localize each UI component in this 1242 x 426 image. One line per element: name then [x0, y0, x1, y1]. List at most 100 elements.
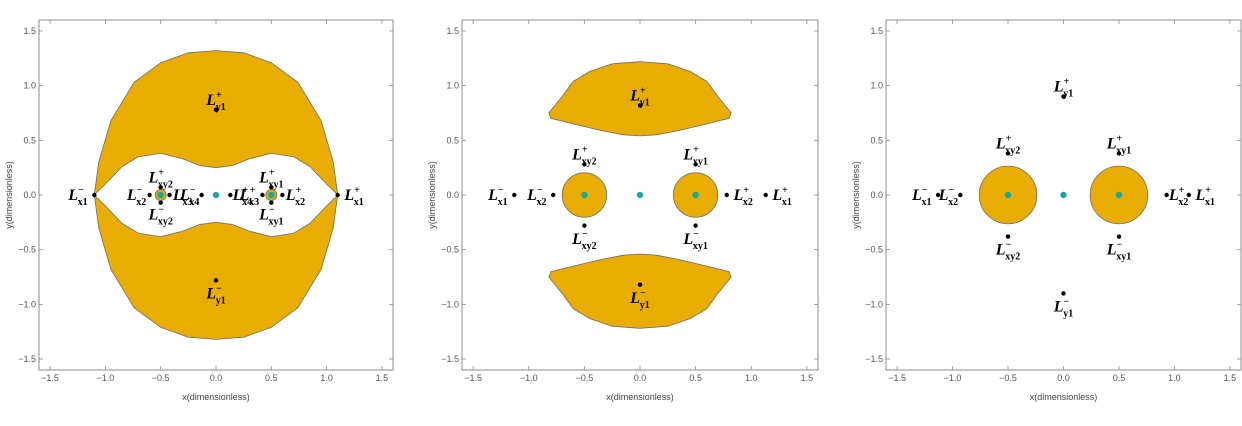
lagrange-point-label: L+ x2: [1168, 185, 1188, 208]
lagrange-point-marker: [1005, 151, 1011, 156]
lagrange-point-label: L− x1: [487, 185, 507, 208]
lagrange-point-label: L+ x1: [343, 185, 363, 208]
lagrange-point-label: L+ x1: [1195, 185, 1215, 208]
lagrange-point-marker: [763, 192, 768, 198]
y-axis-title: y(dimensionless): [851, 161, 861, 229]
y-tick-label: 0.5: [23, 135, 36, 145]
x-tick-label: −1.5: [464, 373, 482, 383]
y-tick-label: 1.0: [870, 81, 883, 91]
lagrange-point-label: L− xy1: [1106, 240, 1131, 263]
primary-body-marker: [268, 191, 275, 199]
y-tick-label: 1.0: [446, 81, 459, 91]
lagrange-point-label: L+ xy2: [995, 134, 1020, 157]
x-tick-label: −0.5: [999, 373, 1017, 383]
y-axis-title: y(dimensionless): [427, 161, 437, 229]
lagrange-point-marker: [228, 192, 233, 198]
lagrange-point-marker: [582, 223, 587, 228]
lagrange-point-label: L− x3: [172, 185, 192, 208]
lagrange-point-label: L+ y1: [629, 85, 649, 108]
x-tick-label: −1.0: [944, 373, 962, 383]
chart-panel-3: −1.5 −1.0 −0.5 0.0 0.5 1.0 1.5 −1.5 −1.0 −0.5 0.0 0…: [851, 19, 1242, 402]
lagrange-point-label: L− x2: [526, 185, 546, 208]
primary-body-marker: [212, 191, 220, 199]
x-tick-label: −1.5: [41, 373, 59, 383]
lagrange-point-label: L− x2: [126, 185, 146, 208]
lagrange-point-label: L− xy2: [571, 229, 596, 252]
lagrange-point-label: L− x2: [938, 185, 958, 208]
y-tick-label: 1.5: [23, 26, 36, 36]
lagrange-point-marker: [1061, 94, 1066, 99]
lagrange-point-marker: [147, 192, 152, 198]
lagrange-point-marker: [92, 192, 97, 198]
lagrange-point-marker: [213, 107, 219, 112]
x-tick-label: 0.5: [265, 373, 278, 383]
lagrange-point-marker: [935, 192, 941, 198]
lagrange-point-label: L+ x2: [285, 185, 305, 208]
lagrange-point-marker: [637, 282, 643, 287]
chart-panel-1: −1.5 −1.0 −0.5 0.0 0.5 1.0 1.5 −1.5 −1.0 −0.5 0.0 0…: [4, 19, 394, 402]
x-tick-label: 0.5: [689, 373, 702, 383]
lagrange-point-marker: [269, 200, 274, 205]
y-tick-label: −1.5: [865, 354, 883, 364]
y-tick-label: −1.0: [441, 299, 459, 309]
lagrange-point-label: L+ y1: [1053, 77, 1073, 100]
primary-body-marker: [1060, 191, 1067, 199]
lagrange-point-label: L+ xy1: [258, 168, 283, 191]
primary-body-marker: [581, 191, 588, 199]
x-tick-label: 0.0: [210, 373, 223, 383]
lagrange-point-marker: [213, 278, 219, 283]
x-tick-label: 1.0: [745, 373, 758, 383]
lagrange-point-marker: [512, 192, 517, 198]
y-tick-label: 1.5: [446, 26, 459, 36]
x-tick-label: −0.5: [152, 373, 170, 383]
y-tick-label: −1.5: [441, 354, 459, 364]
y-tick-label: 1.5: [870, 26, 883, 36]
lagrange-point-marker: [269, 185, 274, 190]
y-tick-label: 1.0: [23, 81, 36, 91]
lagrange-point-label: L− xy2: [995, 240, 1020, 263]
y-tick-label: −1.5: [18, 354, 36, 364]
lagrange-point-label: L− y1: [205, 283, 225, 306]
lagrange-point-label: L+ xy2: [571, 145, 596, 168]
lagrange-point-marker: [582, 162, 587, 167]
y-tick-label: 0.0: [23, 190, 36, 200]
lagrange-point-label: L+ x4: [232, 185, 252, 208]
lagrange-point-marker: [1005, 234, 1011, 239]
y-tick-label: 0.5: [870, 135, 883, 145]
x-axis-title: x(dimensionless): [182, 392, 250, 402]
primary-body-marker: [1004, 191, 1012, 199]
y-axis-title: y(dimensionless): [4, 161, 14, 229]
y-tick-label: 0.5: [446, 135, 459, 145]
lagrange-point-label: L− y1: [629, 288, 649, 311]
x-axis-title: x(dimensionless): [1030, 392, 1098, 402]
x-tick-label: 1.0: [1168, 373, 1181, 383]
x-tick-label: 0.5: [1113, 373, 1126, 383]
primary-body-marker: [692, 191, 699, 199]
lagrange-point-label: L− xy1: [682, 229, 707, 252]
lagrange-point-marker: [724, 192, 729, 198]
lagrange-point-marker: [280, 192, 285, 198]
lagrange-point-marker: [335, 192, 340, 198]
chart-panel-2: −1.5 −1.0 −0.5 0.0 0.5 1.0 1.5 −1.5 −1.0 −0.5 0.0 0…: [427, 19, 819, 402]
x-tick-label: −1.0: [96, 373, 114, 383]
x-tick-label: −1.5: [888, 373, 906, 383]
primary-body-marker: [636, 191, 644, 199]
lagrange-point-label: L+ xy2: [147, 168, 172, 191]
lagrange-point-label: L− x4: [179, 185, 199, 208]
x-axis-title: x(dimensionless): [606, 392, 674, 402]
lagrange-point-marker: [1116, 234, 1122, 239]
lagrange-point-label: L+ x1: [771, 185, 791, 208]
lagrange-point-marker: [199, 192, 204, 198]
x-tick-label: 1.5: [1224, 373, 1237, 383]
allowed-region-blob: [548, 61, 732, 137]
lagrange-point-label: L− x1: [911, 185, 931, 208]
lagrange-point-label: L+ x2: [732, 185, 752, 208]
y-tick-label: −1.0: [18, 299, 36, 309]
y-tick-label: −1.0: [865, 299, 883, 309]
lagrange-point-marker: [693, 223, 698, 228]
x-tick-label: 0.0: [634, 373, 647, 383]
lagrange-point-label: L− y1: [1053, 297, 1073, 320]
lagrange-point-marker: [1164, 192, 1169, 198]
y-tick-label: 0.0: [870, 190, 883, 200]
y-tick-label: 0.0: [446, 190, 459, 200]
